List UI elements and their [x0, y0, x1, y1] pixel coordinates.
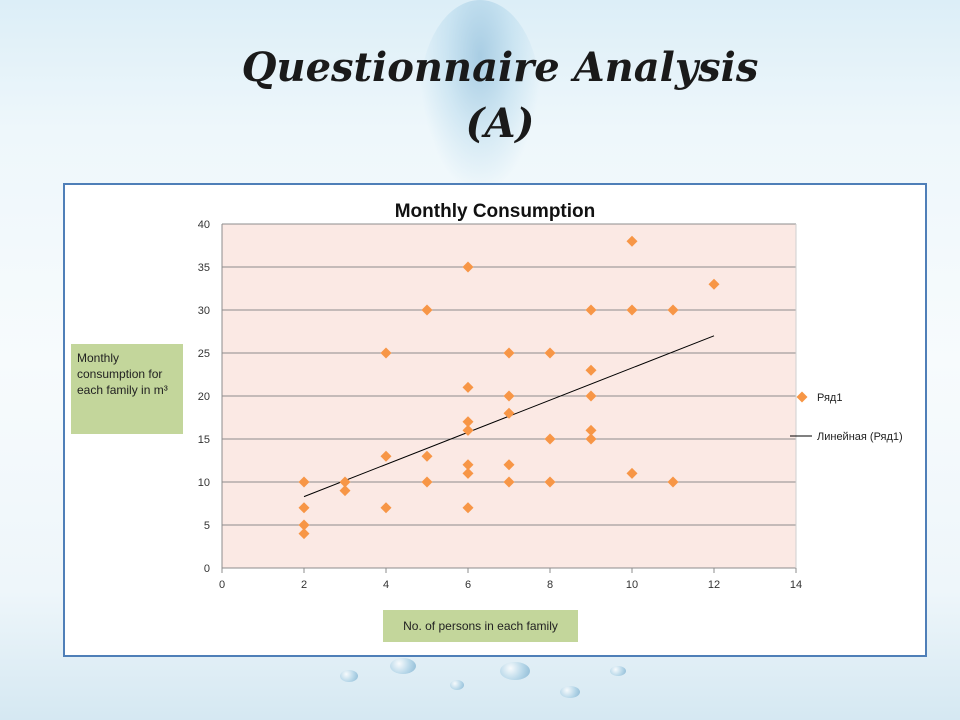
data-point-0	[298, 528, 310, 540]
data-point-23	[503, 347, 515, 359]
slide-title-line1: Questionnaire Analysis	[241, 44, 759, 91]
water-drops-decoration	[330, 650, 670, 720]
data-point-32	[626, 467, 638, 479]
data-point-31	[585, 304, 597, 316]
data-point-1	[298, 519, 310, 531]
data-point-36	[667, 304, 679, 316]
data-point-11	[421, 304, 433, 316]
data-point-6	[380, 502, 392, 514]
x-tick-label-8: 8	[547, 579, 553, 591]
slide-title: Questionnaire Analysis (A)	[0, 40, 960, 152]
x-tick-label-6: 6	[465, 579, 471, 591]
data-point-21	[503, 407, 515, 419]
data-point-33	[626, 304, 638, 316]
chart-title: Monthly Consumption	[395, 201, 596, 222]
data-point-25	[544, 433, 556, 445]
data-point-37	[708, 278, 720, 290]
data-point-3	[298, 476, 310, 488]
y-axis-label-box: Monthly consumption for each family in m…	[71, 344, 183, 434]
legend-series-label: Ряд1	[817, 392, 842, 404]
water-splash-decoration	[420, 0, 540, 190]
data-point-10	[421, 450, 433, 462]
data-point-29	[585, 390, 597, 402]
y-tick-label-10: 10	[198, 477, 210, 489]
y-tick-label-30: 30	[198, 305, 210, 317]
x-tick-label-10: 10	[626, 579, 638, 591]
data-point-9	[421, 476, 433, 488]
legend-trendline-label: Линейная (Ряд1)	[817, 431, 903, 443]
slide-title-line2: (A)	[465, 100, 535, 147]
data-point-22	[503, 390, 515, 402]
legend-marker-diamond	[796, 391, 808, 403]
data-point-17	[462, 381, 474, 393]
y-tick-label-40: 40	[198, 219, 210, 231]
y-tick-label-25: 25	[198, 348, 210, 360]
legend-item-trendline: Линейная (Ряд1)	[790, 431, 903, 443]
chart-legend: Ряд1 Линейная (Ряд1)	[790, 391, 903, 443]
data-point-28	[585, 424, 597, 436]
data-point-16	[462, 416, 474, 428]
x-tick-label-14: 14	[790, 579, 802, 591]
data-point-4	[339, 485, 351, 497]
legend-item-series: Ряд1	[796, 391, 842, 404]
x-tick-label-4: 4	[383, 579, 389, 591]
data-point-5	[339, 476, 351, 488]
y-tick-label-0: 0	[204, 563, 210, 575]
data-point-35	[667, 476, 679, 488]
x-tick-label-12: 12	[708, 579, 720, 591]
data-point-24	[544, 476, 556, 488]
data-point-12	[462, 502, 474, 514]
data-point-20	[503, 459, 515, 471]
y-tick-label-5: 5	[204, 520, 210, 532]
plot-area: 0 5 10 15 20 25 30 35 40 0 2 4 6 8 10 12 14	[198, 219, 802, 591]
y-tick-label-20: 20	[198, 391, 210, 403]
y-tick-label-15: 15	[198, 434, 210, 446]
data-point-7	[380, 450, 392, 462]
data-point-8	[380, 347, 392, 359]
y-tick-label-35: 35	[198, 262, 210, 274]
data-point-19	[503, 476, 515, 488]
data-point-34	[626, 235, 638, 247]
data-point-14	[462, 459, 474, 471]
data-point-18	[462, 261, 474, 273]
data-point-26	[544, 347, 556, 359]
data-point-13	[462, 467, 474, 479]
data-point-2	[298, 502, 310, 514]
data-point-15	[462, 424, 474, 436]
x-tick-label-2: 2	[301, 579, 307, 591]
data-point-27	[585, 433, 597, 445]
x-axis-label-box: No. of persons in each family	[383, 610, 578, 642]
data-point-30	[585, 364, 597, 376]
x-tick-label-0: 0	[219, 579, 225, 591]
